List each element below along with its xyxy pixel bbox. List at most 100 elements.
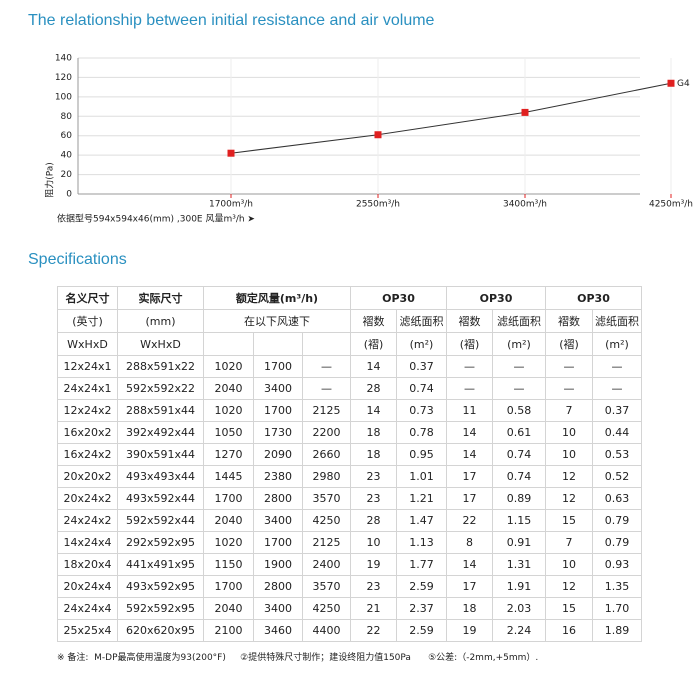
y-tick-label: 80 — [61, 112, 73, 122]
table-cell: 12 — [545, 465, 593, 488]
table-cell: 3570 — [302, 575, 351, 598]
table-cell: 3460 — [253, 619, 303, 642]
table-cell: 14 — [350, 399, 397, 422]
table-cell: — — [446, 355, 493, 378]
x-axis-caption: 依据型号594x594x46(mm) ,300E 风量m³/h ➤ — [57, 213, 255, 225]
table-cell: 2.59 — [396, 619, 447, 642]
table-cell: 1700 — [253, 399, 303, 422]
y-tick-label: 100 — [55, 92, 72, 102]
y-tick-label: 140 — [55, 54, 72, 64]
table-cell: 20x24x2 — [57, 487, 118, 510]
table-cell: 17 — [446, 575, 493, 598]
table-cell: 1.31 — [492, 553, 546, 576]
table-cell: 2125 — [302, 399, 351, 422]
table-cell: 0.78 — [396, 421, 447, 444]
table-cell: 390x591x44 — [117, 443, 204, 466]
table-cell: 2800 — [253, 575, 303, 598]
table-cell: 12x24x1 — [57, 355, 118, 378]
table-cell: 0.58 — [492, 399, 546, 422]
table-cell: 1730 — [253, 421, 303, 444]
table-cell: 25x25x4 — [57, 619, 118, 642]
header-cell: 褶数 — [446, 309, 493, 333]
table-cell: 20x20x2 — [57, 465, 118, 488]
table-cell: 1.89 — [592, 619, 642, 642]
table-cell: 12 — [545, 575, 593, 598]
table-cell: — — [446, 377, 493, 400]
table-cell: 2980 — [302, 465, 351, 488]
y-tick-label: 0 — [66, 190, 72, 200]
table-row: 20x24x2 493x592x44 1700 2800 3570 23 1.21 17 0.8… — [57, 487, 642, 510]
header-cell — [203, 332, 254, 356]
table-cell: 2.59 — [396, 575, 447, 598]
table-cell: 0.91 — [492, 531, 546, 554]
table-cell: 1700 — [253, 355, 303, 378]
table-cell: 1445 — [203, 465, 254, 488]
header-cell: (m²) — [592, 332, 642, 356]
table-cell: 16x20x2 — [57, 421, 118, 444]
table-cell: 16x24x2 — [57, 443, 118, 466]
point — [667, 79, 675, 87]
table-cell: 14 — [350, 355, 397, 378]
table-cell: 3400 — [253, 377, 303, 400]
header-cell: 褶数 — [350, 309, 397, 333]
header-cell — [302, 332, 351, 356]
table-cell: 1700 — [253, 531, 303, 554]
x-tick-label: 3400m³/h — [503, 200, 547, 210]
table-cell: 2660 — [302, 443, 351, 466]
header-cell: 滤纸面积 — [492, 309, 546, 333]
table-cell: 23 — [350, 487, 397, 510]
header-cell: OP30 — [545, 286, 642, 310]
table-cell: 1050 — [203, 421, 254, 444]
table-cell: 0.74 — [492, 465, 546, 488]
table-cell: 2125 — [302, 531, 351, 554]
table-cell: 2040 — [203, 509, 254, 532]
table-cell: 2400 — [302, 553, 351, 576]
table-cell: 15 — [545, 509, 593, 532]
table-cell: 1900 — [253, 553, 303, 576]
header-cell: 滤纸面积 — [592, 309, 642, 333]
table-cell: 2380 — [253, 465, 303, 488]
table-row: 24x24x1 592x592x22 2040 3400—28 0.74— — — — — [57, 377, 642, 400]
table-cell: 22 — [350, 619, 397, 642]
table-cell: 7 — [545, 399, 593, 422]
table-cell: 292x592x95 — [117, 531, 204, 554]
table-cell: 1.47 — [396, 509, 447, 532]
table-row: 25x25x4 620x620x95 2100 3460 4400 22 2.59 19 2.2… — [57, 619, 642, 642]
table-cell: 21 — [350, 597, 397, 620]
table-cell: 2100 — [203, 619, 254, 642]
header-cell: 实际尺寸 — [117, 286, 204, 310]
table-cell: 4400 — [302, 619, 351, 642]
table-cell: 14 — [446, 553, 493, 576]
header-cell: (m²) — [396, 332, 447, 356]
x-tick-label: 4250m³/h — [649, 200, 693, 210]
table-cell: 12 — [545, 487, 593, 510]
header-cell: 额定风量(m³/h) — [203, 286, 351, 310]
table-cell: 1700 — [203, 575, 254, 598]
table-cell: 11 — [446, 399, 493, 422]
table-cell: 0.44 — [592, 421, 642, 444]
table-cell: 2200 — [302, 421, 351, 444]
table-row: 24x24x4 592x592x95 2040 3400 4250 21 2.37 18 2.0… — [57, 597, 642, 620]
table-cell: 1.15 — [492, 509, 546, 532]
table-row: 24x24x2 592x592x44 2040 3400 4250 28 1.47 22 1.1… — [57, 509, 642, 532]
table-cell: 18 — [350, 421, 397, 444]
table-cell: 1.21 — [396, 487, 447, 510]
point — [227, 149, 235, 157]
table-cell: — — [492, 355, 546, 378]
table-cell: 0.53 — [592, 443, 642, 466]
y-tick-label: 20 — [61, 170, 73, 180]
table-cell: 28 — [350, 509, 397, 532]
table-cell: 10 — [545, 421, 593, 444]
header-cell: 在以下风速下 — [203, 309, 351, 333]
table-row: 14x24x4 292x592x95 1020 1700 2125 10 1.13 8 0.91… — [57, 531, 642, 554]
table-cell: 0.52 — [592, 465, 642, 488]
table-cell: 2.37 — [396, 597, 447, 620]
table-cell: 15 — [545, 597, 593, 620]
table-cell: 17 — [446, 487, 493, 510]
table-cell: — — [592, 377, 642, 400]
table-cell: 592x592x95 — [117, 597, 204, 620]
table-cell: 24x24x4 — [57, 597, 118, 620]
table-cell: 18 — [350, 443, 397, 466]
table-cell: — — [592, 355, 642, 378]
